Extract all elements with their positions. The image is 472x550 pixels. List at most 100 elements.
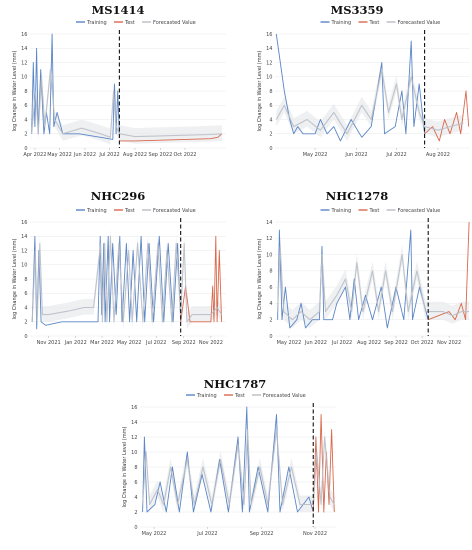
y-tick-label: 12 — [21, 60, 27, 66]
y-tick-label: 6 — [24, 291, 27, 297]
x-tick-label: Mar 2022 — [90, 340, 114, 346]
y-axis-label: log Change in Water Level (mm) — [12, 239, 18, 320]
chart-panel-1: MS3359 Training Test Forecasted Value 0 2 4 6 8 1… — [257, 3, 470, 158]
y-tick-label: 12 — [266, 60, 272, 66]
legend-label: Forecasted Value — [263, 393, 306, 399]
x-tick-label: Jul 2022 — [331, 340, 352, 346]
series-line-test — [424, 90, 470, 142]
y-axis-label: log Change in Water Level (mm) — [122, 427, 128, 508]
x-tick-label: Nov 2022 — [303, 531, 327, 537]
y-tick-label: 0 — [269, 334, 272, 340]
y-tick-label: 8 — [24, 89, 27, 95]
legend-label: Training — [86, 208, 107, 214]
legend-label: Test — [124, 20, 135, 26]
y-tick-label: 4 — [269, 301, 272, 307]
x-tick-label: Jun 2022 — [304, 340, 327, 346]
chart-panel-3: NHC1278 Training Test Forecasted Value 0 2 4 6 8… — [257, 189, 470, 346]
x-tick-label: Jun 2022 — [73, 152, 96, 158]
x-tick-label: Sep 2022 — [384, 340, 408, 346]
legend-label: Forecasted Value — [153, 208, 196, 214]
x-tick-label: Jan 2022 — [64, 340, 87, 346]
chart-title: NHC1787 — [204, 377, 267, 391]
chart-title: MS1414 — [91, 3, 144, 17]
x-tick-label: Nov 2021 — [37, 340, 61, 346]
series-line-forecasted-value — [31, 69, 222, 138]
x-tick-label: Aug 2022 — [123, 152, 147, 158]
series-line-training — [142, 406, 314, 513]
chart-title: NHC296 — [91, 189, 146, 203]
x-tick-label: Jul 2022 — [385, 152, 406, 158]
legend-label: Test — [124, 208, 135, 214]
y-tick-label: 4 — [134, 495, 137, 501]
x-tick-label: Nov 2022 — [437, 340, 461, 346]
y-tick-label: 16 — [21, 32, 27, 38]
y-tick-label: 0 — [24, 334, 27, 340]
y-tick-label: 14 — [21, 234, 27, 240]
legend-label: Forecasted Value — [398, 20, 441, 26]
y-tick-label: 2 — [24, 320, 27, 326]
y-tick-label: 0 — [24, 146, 27, 152]
y-tick-label: 16 — [266, 32, 272, 38]
series-line-training — [275, 33, 426, 142]
chart-panel-2: NHC296 Training Test Forecasted Value 0 2 4 6 8 1… — [12, 189, 226, 346]
forecast-band — [276, 61, 464, 141]
x-tick-label: May 2022 — [303, 152, 328, 158]
y-tick-label: 14 — [266, 220, 272, 226]
x-tick-label: Aug 2022 — [426, 152, 450, 158]
chart-title: MS3359 — [330, 3, 383, 17]
y-tick-label: 10 — [21, 263, 27, 269]
legend-label: Test — [369, 208, 380, 214]
x-tick-label: Oct 2022 — [411, 340, 434, 346]
series-line-test — [119, 133, 223, 142]
y-tick-label: 6 — [269, 103, 272, 109]
y-tick-label: 8 — [269, 89, 272, 95]
y-tick-label: 10 — [21, 75, 27, 81]
y-tick-label: 4 — [24, 117, 27, 123]
y-tick-label: 8 — [269, 269, 272, 275]
series-line-test — [312, 414, 335, 513]
forecast-band — [31, 61, 222, 145]
y-axis-label: log Change in Water Level (mm) — [257, 51, 263, 132]
series-line-forecasted-value — [277, 245, 470, 321]
x-tick-label: Sep 2022 — [149, 152, 173, 158]
chart-panel-0: MS1414 Training Test Forecasted Value 0 2 4 6 8 1… — [12, 3, 226, 158]
legend-label: Training — [331, 208, 352, 214]
x-tick-label: Aug 2022 — [357, 340, 381, 346]
y-tick-label: 12 — [266, 236, 272, 242]
series-line-forecasted-value — [275, 69, 464, 135]
legend-label: Forecasted Value — [398, 208, 441, 214]
forecast-band — [277, 236, 470, 328]
y-tick-label: 8 — [134, 465, 137, 471]
legend-label: Test — [369, 20, 380, 26]
y-tick-label: 6 — [24, 103, 27, 109]
y-tick-label: 2 — [269, 132, 272, 138]
y-tick-label: 8 — [24, 277, 27, 283]
y-tick-label: 12 — [21, 248, 27, 254]
y-tick-label: 4 — [269, 117, 272, 123]
x-tick-label: Jul 2022 — [145, 340, 166, 346]
y-tick-label: 2 — [269, 318, 272, 324]
legend-label: Test — [234, 393, 245, 399]
y-tick-label: 6 — [134, 480, 137, 486]
legend-label: Training — [86, 20, 107, 26]
legend-label: Forecasted Value — [153, 20, 196, 26]
chart-title: NHC1278 — [326, 189, 389, 203]
y-tick-label: 0 — [134, 525, 137, 531]
series-line-test — [428, 221, 470, 321]
y-tick-label: 16 — [21, 220, 27, 226]
y-tick-label: 2 — [134, 510, 137, 516]
x-tick-label: Jul 2022 — [98, 152, 119, 158]
y-tick-label: 4 — [24, 305, 27, 311]
x-tick-label: Nov 2022 — [199, 340, 223, 346]
x-tick-label: Sep 2022 — [172, 340, 196, 346]
y-tick-label: 6 — [269, 285, 272, 291]
x-tick-label: Apr 2022 — [23, 152, 46, 158]
y-tick-label: 16 — [131, 405, 137, 411]
y-tick-label: 10 — [266, 75, 272, 81]
x-tick-label: May 2022 — [47, 152, 72, 158]
chart-panel-4: NHC1787 Training Test Forecasted Value 0 2 4 6 8… — [122, 377, 336, 537]
legend-label: Training — [331, 20, 352, 26]
series-line-forecasted-value — [142, 428, 335, 506]
y-tick-label: 14 — [21, 46, 27, 52]
series-line-training — [31, 235, 182, 330]
